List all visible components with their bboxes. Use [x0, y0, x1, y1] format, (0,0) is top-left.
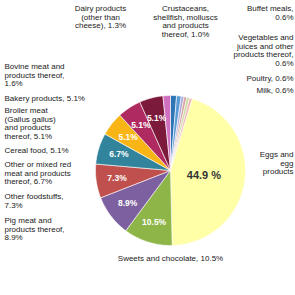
svg-text:Broiler meat(Gallus gallus)and: Broiler meat(Gallus gallus)and productst… — [5, 106, 56, 141]
svg-text:Other or mixed redmeat and pro: Other or mixed redmeat and productsthere… — [5, 160, 72, 187]
svg-text:5.1%: 5.1% — [118, 132, 138, 142]
svg-text:Eggs andeggproducts: Eggs andeggproducts — [260, 150, 294, 177]
svg-text:Bovine meat andproducts thereo: Bovine meat andproducts thereof,1.6% — [5, 62, 65, 89]
svg-text:5.1%: 5.1% — [147, 113, 167, 123]
svg-text:Cereal food, 5.1%: Cereal food, 5.1% — [5, 146, 69, 155]
svg-text:Other foodstuffs,7.3%: Other foodstuffs,7.3% — [5, 192, 64, 210]
svg-text:7.3%: 7.3% — [107, 173, 127, 183]
svg-text:Buffet meals,0.6%: Buffet meals,0.6% — [247, 4, 294, 22]
svg-text:5.1%: 5.1% — [131, 120, 151, 131]
svg-text:Crustaceans,shellfish, mollusc: Crustaceans,shellfish, molluscsand produ… — [153, 4, 217, 39]
svg-text:Vegetables andjuices and other: Vegetables andjuices and otherproducts t… — [233, 33, 293, 68]
svg-text:Bakery products, 5.1%: Bakery products, 5.1% — [5, 94, 85, 103]
svg-text:Poultry, 0.6%: Poultry, 0.6% — [247, 74, 294, 83]
svg-text:8.9%: 8.9% — [118, 198, 138, 208]
svg-text:Sweets and chocolate, 10.5%: Sweets and chocolate, 10.5% — [118, 254, 223, 263]
svg-text:Pig meat andproducts thereof,8: Pig meat andproducts thereof,8.9% — [5, 216, 65, 243]
svg-text:Dairy products(other thanchees: Dairy products(other thancheese), 1.3% — [75, 4, 127, 31]
svg-text:Milk, 0.6%: Milk, 0.6% — [257, 86, 294, 95]
svg-text:10.5%: 10.5% — [142, 217, 167, 227]
svg-text:6.7%: 6.7% — [109, 149, 129, 159]
svg-text:44.9 %: 44.9 % — [187, 169, 221, 181]
